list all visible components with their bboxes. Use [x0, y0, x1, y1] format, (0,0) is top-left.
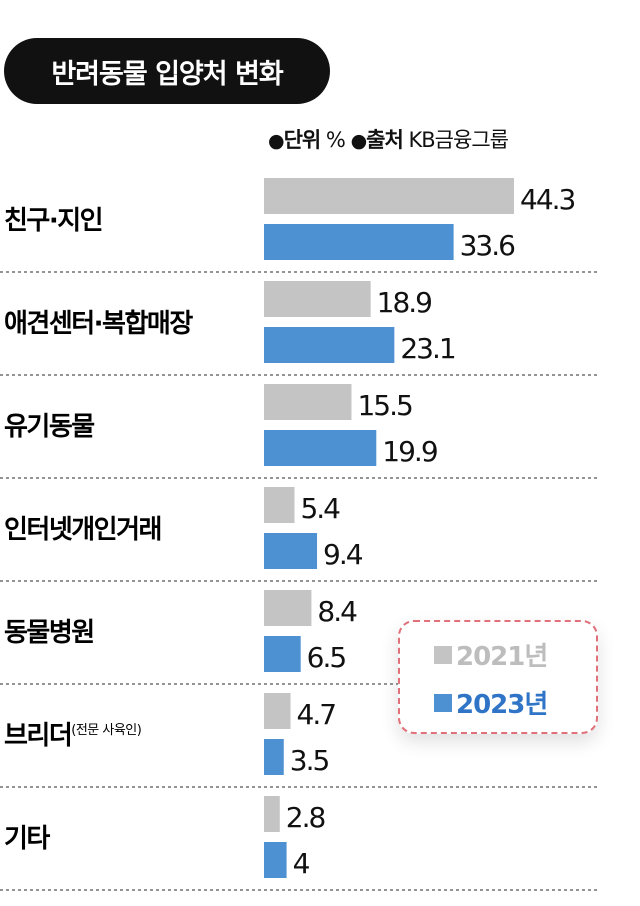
- value-label: 3.5: [290, 744, 329, 777]
- bar-2023-2: [264, 430, 377, 466]
- bar-2023-3: [264, 533, 318, 569]
- bar-2021-2: [264, 384, 352, 420]
- value-label: 33.6: [460, 229, 516, 262]
- chart-title: 반려동물 입양처 변화: [4, 38, 330, 104]
- category-label: 유기동물: [4, 412, 94, 442]
- bar-2021-1: [264, 281, 371, 317]
- bullet-icon: ●: [350, 130, 368, 152]
- legend-swatch-2021: [434, 645, 452, 664]
- legend-item-2023: 2023년: [434, 684, 548, 721]
- legend-label-2021: 2021년: [456, 642, 548, 672]
- value-label: 15.5: [357, 389, 412, 422]
- source-label: 출처: [366, 128, 404, 152]
- source-value: KB금융그룹: [408, 128, 509, 152]
- category-label: 동물병원: [4, 618, 94, 648]
- bar-2023-6: [264, 842, 287, 878]
- value-label: 19.9: [382, 435, 437, 468]
- bar-2023-4: [264, 636, 301, 672]
- bar-2021-3: [264, 487, 295, 523]
- legend-swatch-2023: [434, 693, 452, 712]
- category-note: (전문 사육인): [71, 723, 141, 738]
- bar-2021-5: [264, 693, 291, 729]
- bar-2023-0: [264, 224, 454, 260]
- unit-label: 단위: [283, 128, 322, 152]
- value-label: 18.9: [377, 286, 432, 319]
- bar-2021-4: [264, 590, 312, 626]
- category-label: 애견센터·복합매장: [4, 309, 193, 339]
- category-label: 브리더(전문 사육인): [4, 721, 141, 751]
- category-label: 기타: [4, 824, 50, 854]
- bar-2023-5: [264, 739, 284, 775]
- value-label: 2.8: [286, 801, 325, 834]
- legend: 2021년 2023년: [398, 620, 598, 734]
- category-label: 인터넷개인거래: [4, 515, 161, 545]
- chart-meta: ●단위 % ●출처 KB금융그룹: [268, 124, 509, 154]
- value-label: 44.3: [520, 183, 575, 216]
- value-label: 23.1: [400, 332, 455, 365]
- value-label: 6.5: [307, 641, 346, 674]
- value-label: 8.4: [317, 595, 357, 628]
- bar-2023-1: [264, 327, 395, 363]
- bar-2021-6: [264, 796, 280, 832]
- value-label: 9.4: [323, 538, 363, 571]
- value-label: 4: [293, 847, 310, 880]
- bullet-icon: ●: [268, 130, 285, 152]
- unit-value: %: [325, 128, 346, 152]
- legend-item-2021: 2021년: [434, 636, 548, 673]
- value-label: 4.7: [297, 698, 336, 731]
- value-label: 5.4: [300, 492, 340, 525]
- category-label: 친구·지인: [4, 206, 102, 236]
- bar-2021-0: [264, 178, 514, 214]
- legend-label-2023: 2023년: [456, 690, 548, 720]
